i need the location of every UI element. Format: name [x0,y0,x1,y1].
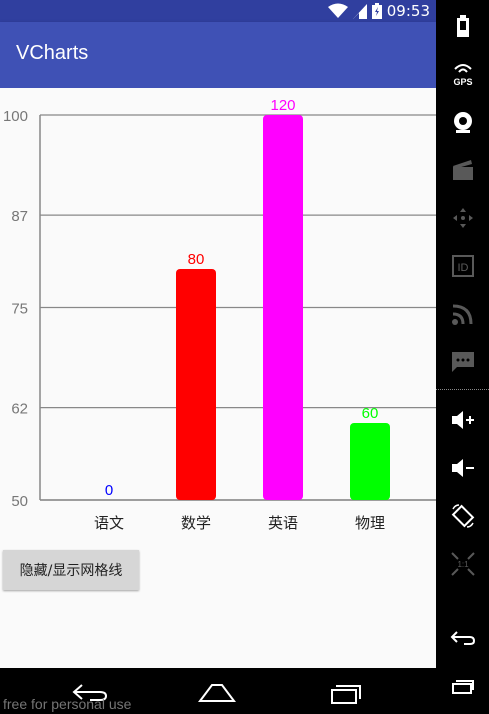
x-tick-label: 物理 [355,514,385,532]
cast-icon[interactable] [446,298,479,330]
x-tick-label: 语文 [94,514,124,532]
x-tick-label: 数学 [181,514,211,532]
id-icon[interactable]: ID [446,250,479,282]
chart-labels: 100 87 75 62 50 0 语文 80 数学 120 英语 60 物理 [3,97,385,532]
cell-signal-icon [352,3,367,19]
toolbar-separator [436,389,489,390]
y-tick-label: 100 [3,108,28,125]
bar-value-label: 120 [270,97,295,114]
svg-text:ID: ID [457,262,468,274]
status-time: 09:53 [386,2,430,20]
svg-text:1:1: 1:1 [457,560,469,569]
wifi-icon [327,3,348,19]
video-icon[interactable] [446,154,479,186]
volume-down-icon[interactable] [446,452,479,484]
status-bar: 09:53 [0,0,436,22]
gps-icon[interactable]: GPS [446,58,479,90]
dpad-icon[interactable] [446,202,479,234]
camera-icon[interactable] [446,106,479,138]
scale-icon[interactable]: 1:1 [446,548,479,580]
back-icon [72,684,108,701]
navigation-bar [0,668,436,714]
main-content: 100 87 75 62 50 0 语文 80 数学 120 英语 60 物理 隐藏/显示网格线 [0,88,436,668]
bar-value-label: 0 [105,482,113,499]
bar-value-label: 80 [188,251,205,268]
recents-icon [331,685,361,704]
home-icon [198,684,236,702]
power-icon[interactable] [446,10,479,42]
toggle-grid-button[interactable]: 隐藏/显示网格线 [3,550,139,590]
status-icons: 09:53 [327,0,430,22]
back-icon[interactable] [446,622,479,654]
rotate-icon[interactable] [446,500,479,532]
nav-home-button[interactable] [187,676,247,710]
emulator-toolbar: GPS ID 1:1 [436,0,489,714]
bar-chart: 100 87 75 62 50 0 语文 80 数学 120 英语 60 物理 [3,97,436,532]
y-tick-label: 62 [11,401,28,418]
chart-bars [176,115,390,500]
battery-icon [371,3,382,19]
nav-back-button[interactable] [60,676,120,710]
nav-recents-button[interactable] [314,676,374,710]
watermark: free for personal use [3,696,132,712]
recents-icon[interactable] [446,670,479,702]
y-tick-label: 50 [11,493,28,510]
app-bar: VCharts [0,22,436,88]
device-screen: 09:53 VCharts 100 87 75 62 50 0 语文 80 数学 120 英语 60 物… [0,0,436,714]
svg-text:GPS: GPS [453,77,472,87]
bar-value-label: 60 [362,405,379,422]
app-title: VCharts [16,42,89,64]
y-tick-label: 75 [11,301,28,318]
volume-up-icon[interactable] [446,404,479,436]
y-tick-label: 87 [11,208,28,225]
bar [176,269,216,500]
bar [263,115,303,500]
sms-icon[interactable] [446,346,479,378]
x-tick-label: 英语 [268,514,298,532]
bar [350,423,390,500]
